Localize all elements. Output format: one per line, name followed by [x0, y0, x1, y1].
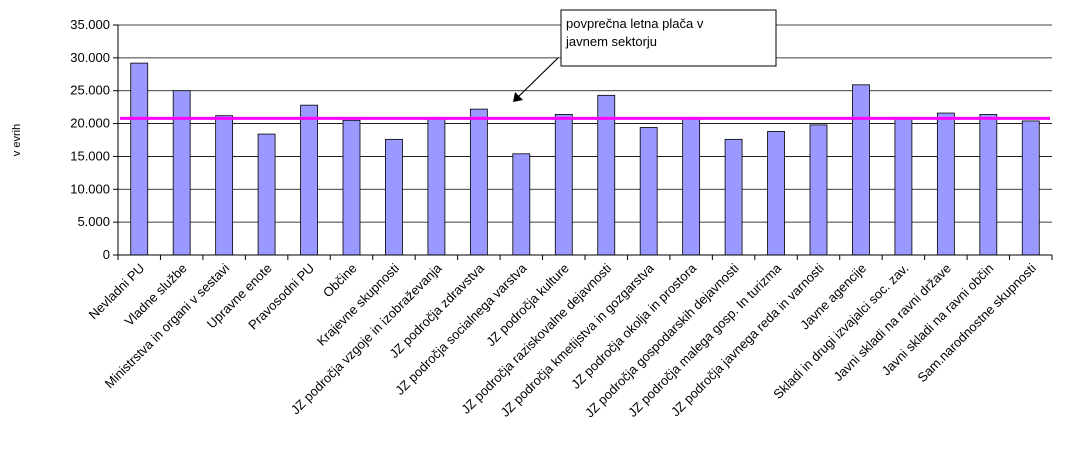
y-axis-label: v evrih	[11, 124, 23, 156]
bar	[469, 108, 488, 256]
bar	[639, 127, 658, 256]
callout-arrow	[516, 57, 559, 99]
y-tick-label: 5.000	[77, 214, 110, 229]
y-tick-label: 20.000	[70, 116, 110, 131]
bar	[724, 138, 743, 256]
bar	[300, 104, 318, 256]
x-tick-label: JZ področja vzgoje in izobraževanja	[288, 260, 445, 417]
x-tick-label: JZ področja javnega reda in varnosti	[668, 260, 827, 419]
x-tick-label: JZ področja raziskovalne dejavnosti	[458, 260, 614, 416]
bar	[979, 113, 998, 256]
bar	[427, 118, 446, 256]
bar	[682, 118, 701, 256]
bar	[1021, 120, 1040, 256]
bar-series	[130, 62, 1040, 256]
callout-arrowhead	[513, 92, 523, 102]
y-tick-label: 30.000	[70, 50, 110, 65]
bar	[894, 118, 913, 256]
bar	[257, 133, 276, 256]
y-tick-label: 25.000	[70, 83, 110, 98]
bar	[809, 124, 828, 256]
y-tick-label: 0	[103, 247, 110, 262]
y-axis: 0 5.000 10.000 15.000 20.000 25.000 30.000 35.0…	[70, 17, 119, 262]
bar	[172, 90, 191, 256]
bar	[512, 153, 531, 256]
callout-box	[560, 9, 777, 67]
y-tick-label: 15.000	[70, 148, 110, 163]
bar	[852, 84, 870, 256]
x-tick-label: Občine	[320, 261, 360, 301]
callout-text: javnem sektorju	[565, 34, 657, 49]
bar	[385, 138, 403, 256]
y-tick-label: 10.000	[70, 181, 110, 196]
bar	[554, 113, 573, 256]
average-salary-callout: povprečna letna plača v javnem sektorju	[513, 9, 777, 102]
bar	[342, 119, 361, 256]
bar	[215, 115, 234, 256]
y-tick-label: 35.000	[70, 17, 110, 32]
bar	[767, 131, 785, 256]
callout-text: povprečna letna plača v	[566, 16, 704, 31]
bar	[936, 112, 955, 256]
x-tick-label: JZ področja gospodarskih dejavnosti	[582, 260, 742, 420]
x-tick-label: JZ področja kmetijstva in gozgarstva	[498, 260, 658, 420]
bar	[130, 62, 149, 256]
x-tick-label: JZ področja malega gosp. In turizma	[625, 260, 785, 420]
